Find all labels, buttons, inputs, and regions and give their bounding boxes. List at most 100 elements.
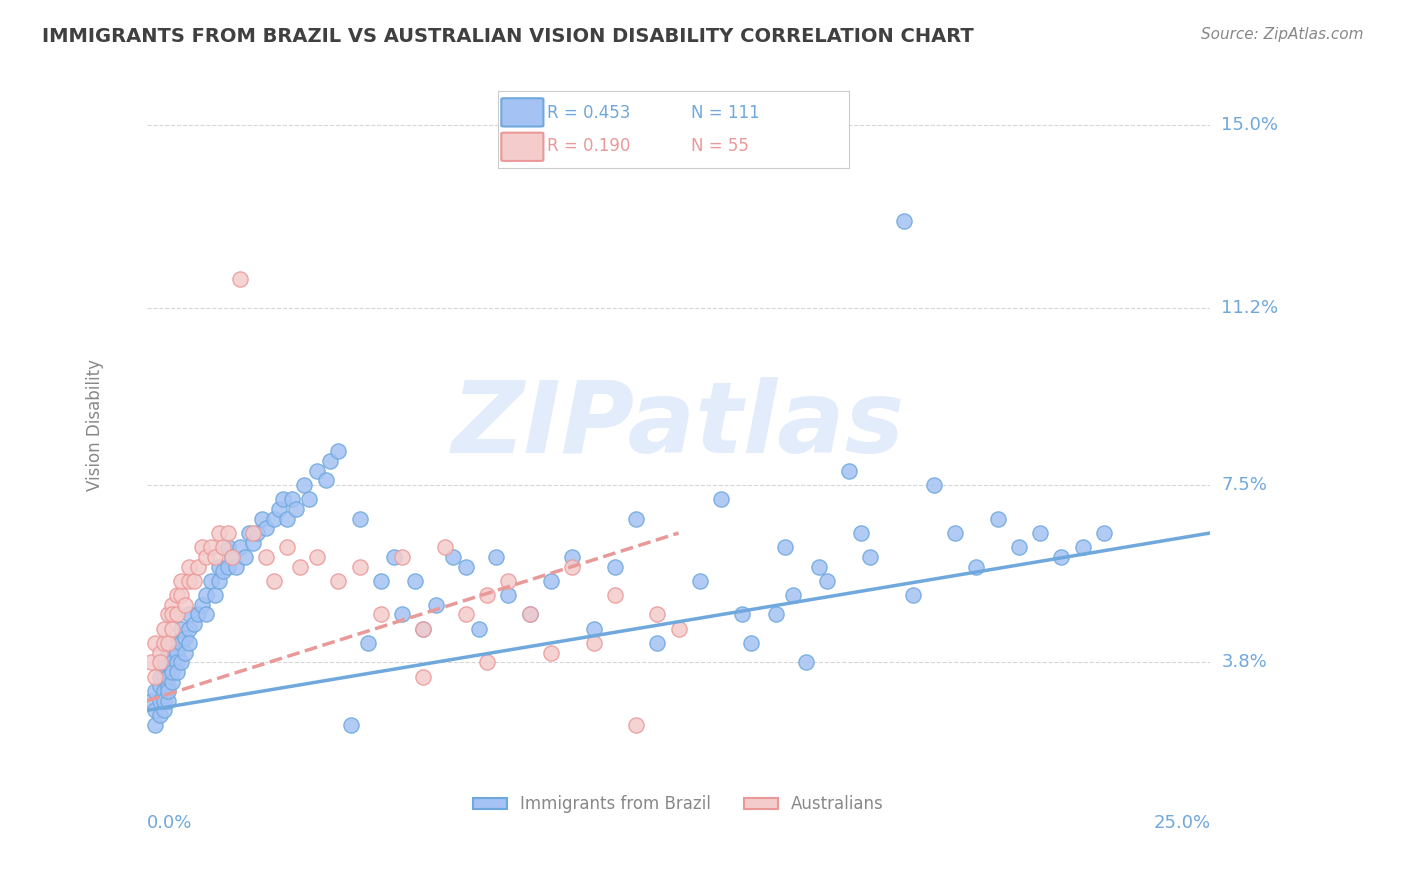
Point [217, 541, 239, 555]
Point [139, 694, 162, 708]
Point [475, 588, 498, 602]
Point [561, 549, 583, 564]
Point [149, 656, 172, 670]
Point [179, 559, 201, 574]
Point [1050, 549, 1073, 564]
Point [965, 559, 987, 574]
Point [582, 622, 605, 636]
Point [162, 665, 184, 679]
Point [166, 646, 188, 660]
Point [153, 622, 176, 636]
Point [162, 598, 184, 612]
Point [153, 636, 176, 650]
Point [773, 541, 796, 555]
Point [191, 598, 214, 612]
Point [166, 607, 188, 622]
Point [166, 665, 188, 679]
Point [319, 454, 342, 468]
Point [391, 607, 413, 622]
Point [328, 444, 350, 458]
Point [238, 526, 260, 541]
Point [157, 694, 180, 708]
Text: 11.2%: 11.2% [1222, 299, 1278, 317]
Text: 3.8%: 3.8% [1222, 654, 1267, 672]
Point [208, 559, 231, 574]
Point [187, 607, 209, 622]
Point [454, 559, 477, 574]
Point [157, 607, 180, 622]
Point [271, 492, 294, 507]
Point [315, 473, 337, 487]
Point [225, 559, 247, 574]
Point [519, 607, 541, 622]
Point [267, 502, 290, 516]
Point [208, 574, 231, 588]
Point [441, 549, 464, 564]
Point [328, 574, 350, 588]
Point [280, 492, 302, 507]
Point [157, 670, 180, 684]
Point [229, 272, 252, 286]
Point [485, 549, 508, 564]
Point [149, 694, 172, 708]
Point [212, 565, 235, 579]
Point [412, 622, 434, 636]
Point [200, 541, 222, 555]
Point [404, 574, 426, 588]
Text: 15.0%: 15.0% [1222, 116, 1278, 135]
Point [179, 607, 201, 622]
Point [221, 549, 243, 564]
Point [851, 526, 873, 541]
Point [943, 526, 966, 541]
Point [200, 574, 222, 588]
Point [624, 511, 647, 525]
Point [817, 574, 839, 588]
Point [540, 574, 562, 588]
Point [166, 588, 188, 602]
Point [782, 588, 804, 602]
Point [433, 541, 456, 555]
Point [170, 622, 193, 636]
Point [179, 636, 201, 650]
Text: IMMIGRANTS FROM BRAZIL VS AUSTRALIAN VISION DISABILITY CORRELATION CHART: IMMIGRANTS FROM BRAZIL VS AUSTRALIAN VIS… [42, 27, 974, 45]
Point [153, 670, 176, 684]
Point [174, 598, 197, 612]
Point [242, 535, 264, 549]
Point [157, 680, 180, 694]
Point [149, 680, 172, 694]
Text: 7.5%: 7.5% [1222, 476, 1267, 494]
Point [603, 559, 626, 574]
Point [276, 511, 298, 525]
Point [276, 541, 298, 555]
Point [157, 646, 180, 660]
Point [170, 636, 193, 650]
Point [254, 549, 277, 564]
Point [153, 703, 176, 717]
Point [340, 718, 363, 732]
Point [893, 214, 915, 228]
Point [498, 588, 520, 602]
Point [305, 549, 328, 564]
Point [166, 656, 188, 670]
Point [174, 632, 197, 646]
Point [349, 559, 371, 574]
Point [668, 622, 690, 636]
Point [187, 559, 209, 574]
Point [229, 541, 252, 555]
Point [145, 718, 167, 732]
Point [149, 670, 172, 684]
Point [217, 559, 239, 574]
Point [195, 607, 218, 622]
Point [221, 549, 243, 564]
Point [246, 526, 269, 541]
Point [145, 636, 167, 650]
Point [987, 511, 1010, 525]
Point [370, 607, 392, 622]
Point [153, 656, 176, 670]
Point [170, 574, 193, 588]
Legend: Immigrants from Brazil, Australians: Immigrants from Brazil, Australians [467, 789, 890, 820]
Point [284, 502, 307, 516]
Text: 25.0%: 25.0% [1153, 814, 1211, 832]
Point [288, 559, 311, 574]
Point [1071, 541, 1094, 555]
